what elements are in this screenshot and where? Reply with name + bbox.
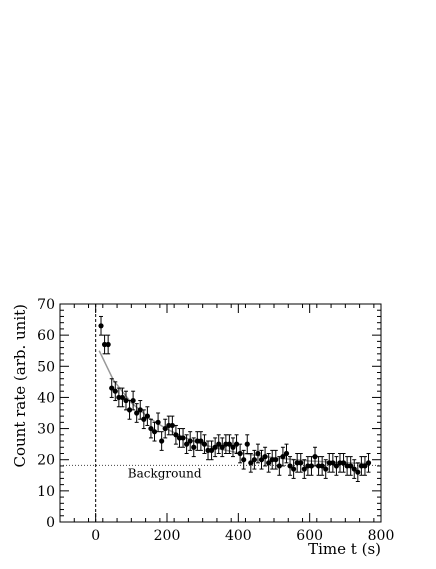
x-tick-label: 600 xyxy=(296,528,323,544)
x-axis-label: Time t (s) xyxy=(308,540,381,558)
data-point xyxy=(326,460,332,466)
y-tick-label: 0 xyxy=(46,515,55,531)
plot-frame xyxy=(59,303,382,523)
data-point xyxy=(212,444,218,450)
data-point xyxy=(305,463,311,469)
data-point xyxy=(255,450,261,457)
data-point xyxy=(244,441,250,447)
x-tick-label: 200 xyxy=(154,528,181,544)
data-point xyxy=(251,457,257,463)
data-point xyxy=(155,419,161,425)
y-tick-label: 20 xyxy=(37,453,55,469)
data-point xyxy=(351,466,357,472)
data-point xyxy=(362,463,368,469)
data-point xyxy=(358,463,364,469)
data-point xyxy=(280,454,286,460)
data-point xyxy=(176,435,183,441)
data-point xyxy=(208,447,215,453)
data-point xyxy=(319,463,325,469)
data-point xyxy=(169,422,175,429)
data-point xyxy=(283,450,290,457)
data-point xyxy=(330,460,336,466)
data-point xyxy=(226,441,233,447)
data-point xyxy=(144,413,150,419)
data-point xyxy=(116,394,122,401)
x-tick-label: 0 xyxy=(91,528,100,544)
data-point xyxy=(194,438,200,444)
data-point xyxy=(191,444,197,450)
x-tick-label: 800 xyxy=(368,528,395,544)
y-tick-label: 40 xyxy=(37,390,55,406)
data-point xyxy=(159,438,165,444)
data-point xyxy=(315,463,322,469)
data-point xyxy=(105,341,111,348)
data-point xyxy=(294,460,300,466)
data-point xyxy=(101,341,108,348)
data-point xyxy=(126,407,133,413)
data-point xyxy=(337,460,343,466)
data-point xyxy=(266,460,272,466)
data-point xyxy=(223,441,229,447)
data-point xyxy=(151,429,158,435)
data-point xyxy=(365,460,372,466)
y-tick-label: 50 xyxy=(37,359,55,375)
data-point xyxy=(109,385,115,391)
data-point xyxy=(248,460,254,466)
data-point xyxy=(333,463,340,469)
data-point xyxy=(348,463,354,469)
data-point xyxy=(198,438,204,444)
data-point xyxy=(98,323,104,329)
data-point xyxy=(276,463,282,469)
data-point xyxy=(130,397,136,404)
data-point xyxy=(148,425,154,432)
data-point xyxy=(187,438,193,444)
data-point xyxy=(216,441,222,447)
y-tick-label: 10 xyxy=(37,484,55,500)
data-point xyxy=(134,410,140,416)
data-point xyxy=(123,397,129,404)
data-point xyxy=(308,463,315,469)
y-axis-label: Count rate (arb. unit) xyxy=(11,304,29,468)
data-point xyxy=(241,457,247,463)
data-point xyxy=(162,425,168,432)
y-tick-label: 70 xyxy=(37,297,55,313)
background-annotation: Background xyxy=(128,466,202,480)
data-point xyxy=(301,466,307,472)
data-point xyxy=(237,450,243,457)
data-point xyxy=(173,432,179,438)
data-point xyxy=(119,394,126,401)
y-tick-label: 30 xyxy=(37,422,55,438)
data-point xyxy=(312,454,318,460)
data-point xyxy=(230,444,236,450)
data-point xyxy=(323,466,329,472)
data-point xyxy=(233,441,240,447)
data-point xyxy=(180,435,186,441)
data-point xyxy=(258,457,265,463)
data-point xyxy=(262,454,268,460)
x-tick-label: 400 xyxy=(225,528,252,544)
data-point xyxy=(291,466,297,472)
data-point xyxy=(340,460,347,466)
data-point xyxy=(344,463,350,469)
data-point xyxy=(219,444,225,450)
data-point xyxy=(355,469,361,475)
data-point xyxy=(166,422,172,429)
data-point xyxy=(201,441,208,447)
data-point xyxy=(137,407,143,413)
data-point xyxy=(112,388,118,394)
data-point xyxy=(141,416,147,422)
data-point xyxy=(287,463,293,469)
data-point xyxy=(298,460,304,466)
data-point xyxy=(269,457,275,463)
data-point xyxy=(184,441,190,447)
data-point xyxy=(205,447,211,453)
y-tick-label: 60 xyxy=(37,328,55,344)
data-point xyxy=(273,457,279,463)
